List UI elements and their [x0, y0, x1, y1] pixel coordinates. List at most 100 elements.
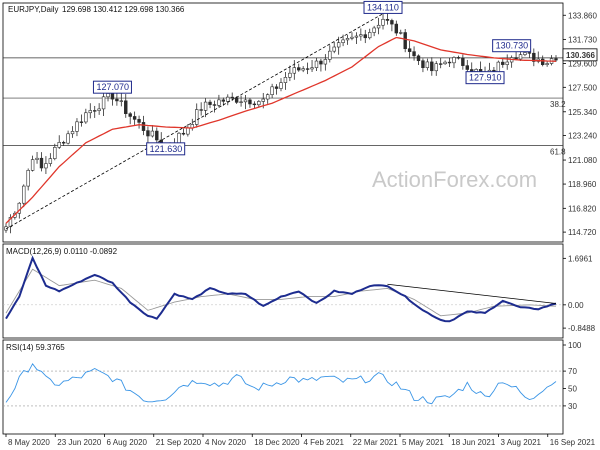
candle-body [407, 48, 412, 52]
candle-body [203, 101, 208, 111]
candle-body [447, 61, 452, 64]
candle-body [234, 97, 239, 103]
trend-line [5, 13, 384, 230]
candle-body [217, 99, 221, 106]
moving-average-line [5, 36, 557, 224]
candle-body [230, 96, 234, 99]
candle-body [283, 77, 288, 83]
price-tick-label: 116.820 [568, 204, 597, 213]
candle-body [336, 42, 341, 48]
candle-body [345, 38, 350, 41]
price-annotation-box [146, 142, 186, 156]
candle-body [155, 130, 159, 141]
candle-body [297, 67, 301, 71]
candle-body [465, 65, 469, 70]
x-tick-label: 21 Sep 2020 [156, 438, 202, 447]
price-annotation-label: 134.110 [367, 2, 399, 12]
candle-body [385, 18, 390, 21]
candle-body [430, 61, 434, 72]
fib-level-label: 38.2 [550, 100, 566, 109]
candle-body [141, 122, 146, 131]
price-annotation-box [92, 80, 132, 94]
fib-level-label: 61.8 [550, 148, 566, 157]
candle-body [288, 72, 292, 78]
candle-body [66, 133, 70, 144]
macd-signal-line [5, 268, 557, 317]
candle-body [350, 36, 354, 39]
x-tick-label: 3 Aug 2021 [501, 438, 542, 447]
candle-body [403, 32, 407, 50]
price-tick-label: 123.240 [568, 132, 597, 141]
macd-label: MACD(12,26,9) 0.0110 -0.0892 [6, 247, 118, 256]
macd-panel [2, 243, 564, 339]
rsi-tick-label: 50 [568, 385, 577, 394]
candle-body [399, 32, 403, 34]
candle-body [496, 61, 501, 73]
rsi-tick-label: 70 [568, 367, 577, 376]
candle-body [412, 51, 416, 57]
chart-header-quote: 129.698 130.412 129.698 130.366 [62, 5, 185, 14]
candle-body [540, 58, 545, 65]
candle-body [128, 113, 132, 117]
candle-body [332, 46, 336, 52]
candle-body [323, 59, 328, 65]
candle-body [88, 110, 92, 114]
candle-body [48, 158, 53, 164]
price-annotation-label: 130.730 [496, 41, 529, 51]
candle-body [79, 121, 84, 123]
candle-body [44, 163, 48, 169]
candle-body [110, 93, 115, 100]
candle-body [341, 39, 345, 43]
candle-body [461, 57, 465, 66]
price-annotation-box [492, 39, 532, 53]
price-tick-label: 133.860 [568, 11, 597, 20]
candle-body [265, 94, 270, 100]
x-tick-label: 8 May 2020 [8, 438, 50, 447]
candle-body [363, 34, 367, 39]
candle-body [438, 63, 443, 65]
candle-body [57, 142, 61, 148]
candle-body [359, 34, 363, 37]
rsi-tick-label: 30 [568, 402, 577, 411]
candle-body [443, 61, 447, 65]
x-tick-label: 5 May 2021 [402, 438, 444, 447]
candle-body [199, 109, 203, 111]
candle-body [314, 60, 319, 69]
candle-body [106, 93, 110, 98]
candle-body [150, 130, 155, 137]
candle-body [434, 63, 438, 72]
candle-body [381, 18, 385, 26]
watermark: ActionForex.com [372, 167, 537, 192]
candle-body [212, 104, 217, 106]
candle-body [328, 50, 332, 60]
candle-body [132, 116, 137, 120]
candle-body [354, 35, 359, 38]
candle-body [545, 63, 549, 65]
candle-body [257, 101, 261, 106]
price-annotation-label: 127.070 [96, 82, 129, 92]
candle-body [310, 67, 314, 70]
candle-body [518, 54, 523, 60]
candle-body [372, 27, 376, 33]
candle-body [75, 121, 79, 132]
candle-body [146, 130, 150, 137]
candle-body [523, 52, 527, 55]
candle-body [301, 68, 305, 71]
x-tick-label: 16 Sep 2021 [550, 438, 596, 447]
x-tick-label: 22 Mar 2021 [353, 438, 398, 447]
candle-body [252, 103, 257, 106]
candle-body [456, 57, 461, 59]
candle-body [279, 82, 283, 89]
candle-body [61, 142, 66, 144]
candle-body [22, 185, 26, 204]
candle-body [70, 131, 75, 135]
candle-body [8, 217, 13, 228]
candle-body [39, 157, 44, 169]
candle-body [554, 58, 558, 61]
macd-tick-label: -0.8488 [568, 324, 596, 333]
candle-body [30, 159, 35, 171]
candle-body [527, 52, 532, 54]
rsi-tick-label: 100 [568, 341, 582, 350]
candle-body [305, 68, 310, 70]
